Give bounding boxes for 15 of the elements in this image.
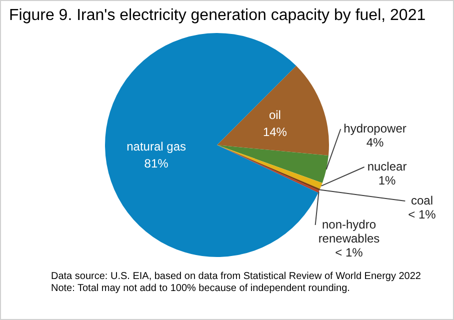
data-label: 1% [378,173,396,188]
chart-title: Figure 9. Iran's electricity generation capacity by fuel, 2021 [8,6,427,25]
data-label: 81% [144,156,169,170]
data-label: < 1% [408,207,436,222]
text: Note: Total may not add to 100% because of independent rounding. [51,283,351,295]
slice-label: hydropower [344,121,406,136]
data-label: < 1% [335,245,364,260]
slice-label: natural gas [126,139,186,154]
slice-label: nuclear [367,159,407,174]
slice-label: oil [268,108,281,122]
slice-label: non-hydro renewables [318,217,380,246]
data-label: 14% [262,124,288,139]
source-note: Data source: U.S. EIA, based on data from Statistical Review of World Energy 2022 [51,271,422,283]
data-label: 4% [366,135,384,150]
slice-label: coal [410,193,434,208]
